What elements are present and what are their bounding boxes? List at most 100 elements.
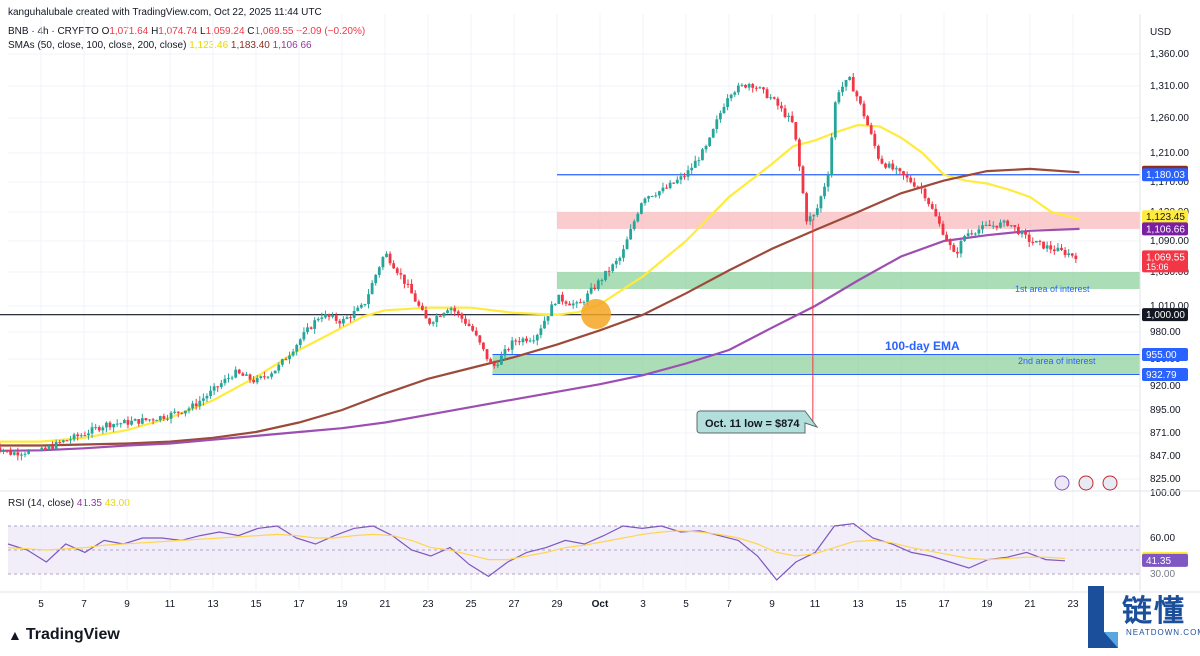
- high-label: H: [151, 26, 159, 37]
- candle-body: [923, 188, 927, 199]
- rsi-ma-value: 43.00: [104, 498, 130, 509]
- sma100-value: 1,183.40: [230, 40, 270, 51]
- tradingview-logo[interactable]: ▲ TradingView: [8, 626, 120, 644]
- candle-body: [424, 310, 428, 319]
- candle-body: [471, 325, 475, 331]
- y-tick-label: 1,260.00: [1150, 113, 1189, 124]
- candle-body: [449, 308, 453, 311]
- x-tick-label: 15: [895, 599, 907, 610]
- candle-body: [959, 240, 963, 254]
- candle-body: [801, 166, 805, 194]
- candle-body: [966, 233, 970, 236]
- candle-body: [1027, 234, 1031, 242]
- candle-body: [464, 318, 467, 324]
- candle-body: [550, 304, 554, 317]
- candle-body: [198, 400, 202, 407]
- change-value: −2.09 (−0.20%): [296, 26, 366, 37]
- candle-body: [119, 423, 123, 425]
- sma-legend: SMAs (50, close, 100, close, 200, close)…: [8, 40, 312, 51]
- ema-label: 100-day EMA: [885, 339, 960, 353]
- candle-body: [636, 213, 640, 222]
- candle-body: [632, 221, 636, 230]
- x-tick-label: 9: [124, 599, 130, 610]
- candle-body: [417, 301, 421, 306]
- price-badge-text: 1,123.45: [1146, 212, 1185, 223]
- candle-body: [1063, 250, 1067, 256]
- candle-body: [410, 283, 414, 294]
- candle-body: [862, 103, 866, 117]
- candle-body: [815, 208, 819, 215]
- candle-body: [909, 177, 913, 183]
- candle-body: [43, 447, 47, 449]
- x-tick-label: 27: [508, 599, 520, 610]
- price-badge: [1142, 308, 1188, 322]
- candle-body: [794, 122, 798, 140]
- candle-body: [880, 158, 884, 164]
- price-badge-text: 1,106.66: [1146, 224, 1185, 235]
- candle-body: [683, 176, 686, 178]
- candle-body: [0, 447, 2, 451]
- candle-body: [561, 294, 564, 302]
- symbol-ohlc-line: BNB · 4h · CRYPTO O1,071.64 H1,074.74 L1…: [8, 26, 365, 37]
- price-badge-text: 1,180.03: [1146, 170, 1185, 181]
- candle-body: [715, 119, 719, 130]
- candle-body: [1074, 255, 1078, 260]
- candle-body: [711, 129, 715, 138]
- candle-body: [460, 313, 464, 319]
- candle-body: [701, 149, 704, 161]
- x-tick-label: 25: [465, 599, 477, 610]
- candle-body: [76, 434, 80, 437]
- candle-body: [474, 330, 478, 336]
- candle-body: [385, 253, 388, 258]
- price-badge: [1142, 367, 1188, 381]
- candle-body: [133, 419, 137, 421]
- candle-body: [812, 214, 816, 217]
- candle-body: [754, 87, 758, 89]
- watermark-en: NEATDOWN.COM: [1126, 628, 1200, 637]
- candle-body: [528, 340, 532, 342]
- candle-body: [543, 320, 546, 329]
- x-tick-label: 3: [640, 599, 646, 610]
- y-tick-label: 1,170.00: [1150, 177, 1189, 188]
- candle-body: [252, 379, 256, 383]
- candle-body: [162, 416, 166, 419]
- candle-body: [1052, 249, 1056, 252]
- candle-body: [219, 383, 223, 387]
- candle-body: [1009, 225, 1013, 227]
- y-tick-label: 1,310.00: [1150, 81, 1189, 92]
- price-badge-text: 955.00: [1146, 350, 1177, 361]
- candle-body: [575, 302, 579, 304]
- candle-body: [902, 171, 905, 176]
- candle-body: [345, 317, 349, 319]
- close-label: C: [247, 26, 255, 37]
- candle-body: [270, 373, 273, 377]
- candle-body: [934, 208, 938, 217]
- high-value: 1,074.74: [158, 26, 198, 37]
- candle-body: [9, 450, 13, 455]
- candle-body: [593, 287, 597, 290]
- candle-body: [830, 137, 834, 176]
- candle-body: [984, 224, 988, 226]
- watermark-l-icon: [1088, 586, 1118, 648]
- candle-body: [783, 108, 787, 117]
- candle-body: [859, 96, 862, 104]
- candle-body: [187, 408, 191, 411]
- x-tick-label: 23: [422, 599, 434, 610]
- candle-body: [898, 168, 902, 172]
- rsi-value: 41.35: [76, 498, 102, 509]
- x-tick-label: 11: [165, 599, 176, 610]
- candle-body: [844, 80, 848, 87]
- candle-body: [40, 447, 44, 451]
- candle-body: [298, 339, 302, 345]
- candle-body: [571, 303, 575, 306]
- candle-body: [625, 239, 629, 250]
- candle-body: [413, 293, 417, 302]
- price-badge: [1142, 168, 1188, 182]
- candle-body: [912, 182, 916, 187]
- candle-body: [833, 102, 837, 138]
- candle-body: [887, 163, 891, 168]
- x-tick-label: 17: [293, 599, 305, 610]
- candle-body: [492, 362, 496, 366]
- candle-body: [905, 175, 909, 178]
